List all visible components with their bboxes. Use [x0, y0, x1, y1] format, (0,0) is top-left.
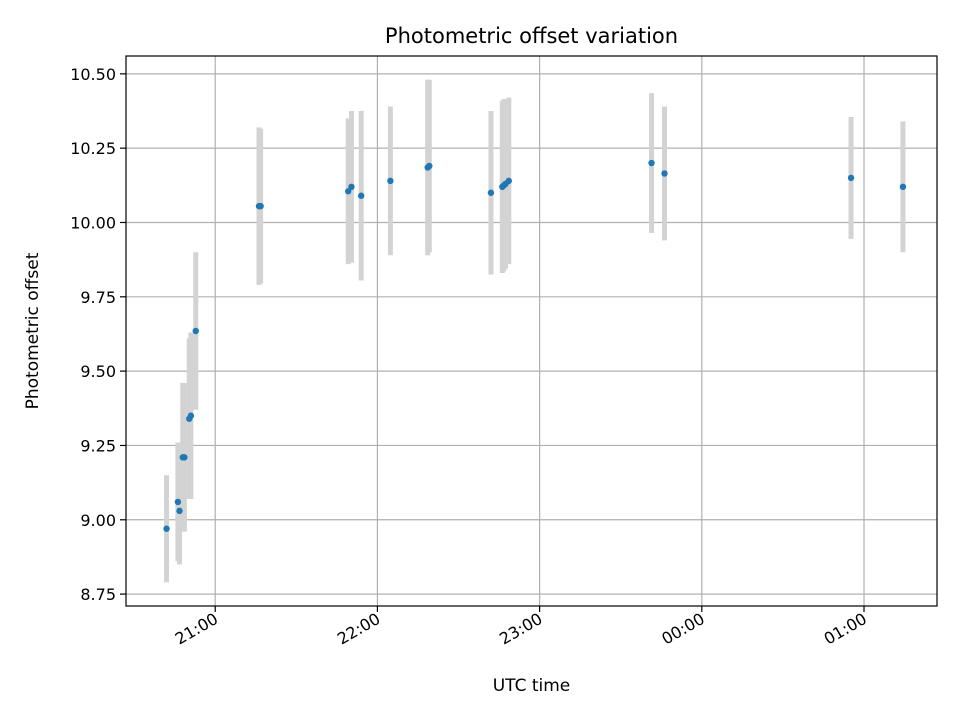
y-axis-ticks: 8.75 9.00 9.25 9.50 9.75 10.00 10.25 10.50 [70, 65, 126, 604]
y-tick-label: 9.50 [80, 362, 116, 381]
plot-frame [125, 55, 938, 607]
y-tick-label: 9.25 [80, 436, 116, 455]
data-point [181, 454, 188, 461]
data-points [163, 159, 907, 532]
data-point [257, 202, 264, 210]
data-point [192, 327, 199, 335]
y-tick-label: 10.25 [70, 139, 116, 158]
x-axis-title: UTC time [493, 676, 571, 696]
data-point [487, 189, 495, 196]
y-tick-label: 9.00 [80, 511, 116, 530]
data-point [426, 162, 433, 170]
data-point [174, 498, 182, 506]
data-point [899, 183, 907, 191]
data-point [505, 177, 512, 185]
y-tick-label: 10.50 [70, 65, 116, 84]
y-tick-label: 9.75 [80, 288, 116, 307]
y-tick-label: 10.00 [70, 213, 116, 232]
data-point [847, 174, 855, 182]
chart-title: Photometric offset variation [385, 24, 678, 48]
data-point [163, 525, 170, 532]
data-point [348, 183, 355, 191]
y-axis-title: Photometric offset [23, 252, 43, 409]
data-point [357, 192, 365, 199]
data-point [661, 170, 668, 177]
data-point [345, 188, 352, 195]
y-tick-label: 8.75 [80, 585, 116, 604]
data-point [187, 412, 195, 419]
data-point [387, 177, 394, 185]
data-point [176, 507, 183, 515]
data-point [648, 159, 655, 167]
